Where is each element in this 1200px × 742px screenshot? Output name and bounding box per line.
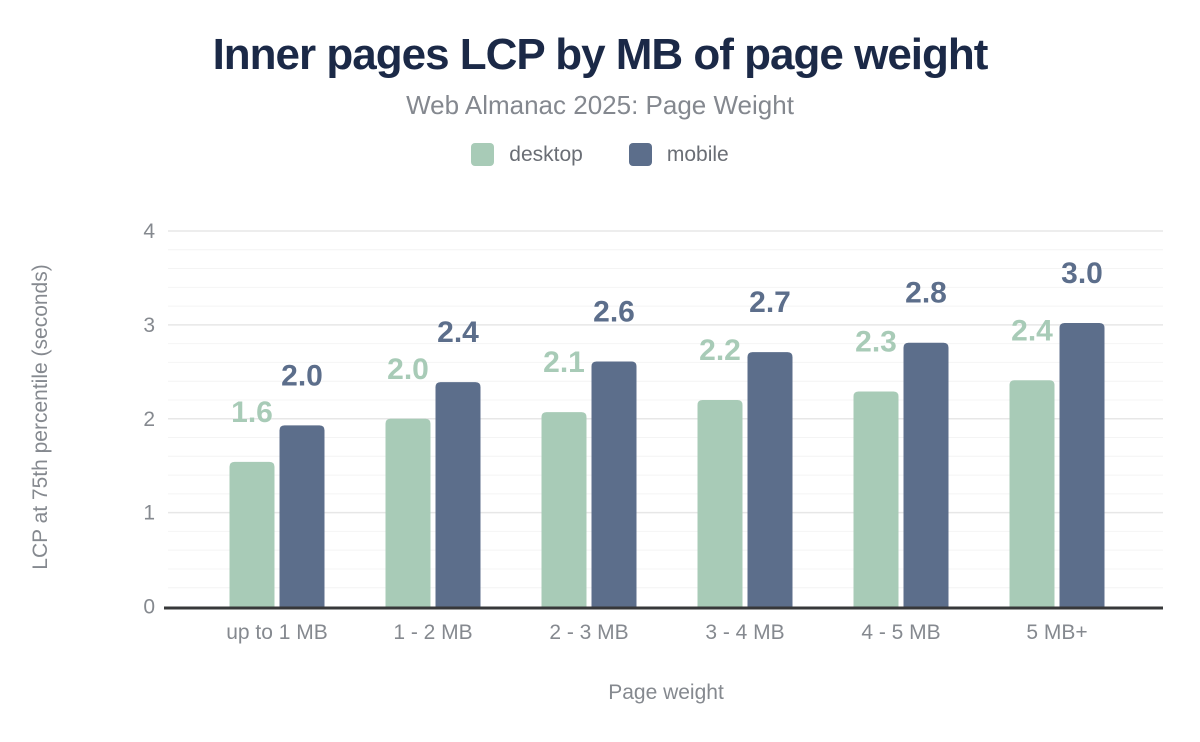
- data-label-desktop-3: 2.2: [699, 334, 741, 367]
- x-tick-label: 2 - 3 MB: [549, 621, 628, 644]
- bar-mobile-0[interactable]: [279, 425, 325, 607]
- data-label-mobile-5: 3.0: [1061, 257, 1103, 290]
- data-label-desktop-2: 2.1: [543, 346, 585, 379]
- data-label-mobile-2: 2.6: [593, 295, 635, 328]
- bar-series: [229, 322, 1105, 607]
- x-tick-label: 3 - 4 MB: [705, 621, 784, 644]
- data-label-desktop-1: 2.0: [387, 353, 429, 386]
- data-label-mobile-0: 2.0: [281, 359, 323, 392]
- bar-mobile-5[interactable]: [1059, 322, 1105, 607]
- bar-mobile-4[interactable]: [903, 342, 949, 607]
- x-tick-label: 1 - 2 MB: [393, 621, 472, 644]
- bar-desktop-5[interactable]: [1009, 380, 1055, 607]
- data-label-desktop-0: 1.6: [231, 396, 273, 429]
- y-axis-title: LCP at 75th percentile (seconds): [29, 264, 52, 569]
- y-tick-label: 4: [143, 220, 155, 243]
- bar-desktop-0[interactable]: [229, 461, 275, 607]
- bar-desktop-4[interactable]: [853, 391, 899, 607]
- legend: desktop mobile: [0, 143, 1200, 166]
- x-axis-title: Page weight: [608, 681, 724, 704]
- desktop-series-swatch: [471, 143, 495, 166]
- mobile-series-swatch: [628, 143, 652, 166]
- bar-desktop-2[interactable]: [541, 412, 587, 607]
- legend-item-mobile[interactable]: mobile: [628, 143, 729, 166]
- bar-mobile-3[interactable]: [747, 352, 793, 607]
- legend-item-desktop[interactable]: desktop: [471, 143, 583, 166]
- legend-label-mobile: mobile: [666, 143, 729, 166]
- x-tick-label: 4 - 5 MB: [861, 621, 940, 644]
- bar-mobile-1[interactable]: [435, 382, 481, 607]
- data-label-mobile-4: 2.8: [905, 277, 947, 310]
- x-tick-label: up to 1 MB: [226, 621, 328, 644]
- bar-mobile-2[interactable]: [591, 361, 637, 607]
- gridlines: [168, 230, 1163, 589]
- data-label-desktop-5: 2.4: [1011, 314, 1053, 347]
- chart-title: Inner pages LCP by MB of page weight: [212, 30, 989, 79]
- legend-label-desktop: desktop: [509, 143, 583, 166]
- x-tick-label: 5 MB+: [1026, 621, 1087, 644]
- y-tick-label: 1: [143, 502, 155, 525]
- y-tick-label: 3: [143, 314, 155, 337]
- data-label-mobile-1: 2.4: [437, 316, 479, 349]
- bar-desktop-1[interactable]: [385, 418, 431, 607]
- data-labels: 1.62.0 2.1 2.2 2.3 2.42.02.42.6 2.7 2.83.0: [231, 257, 1103, 429]
- bar-desktop-3[interactable]: [697, 399, 743, 607]
- chart-subtitle: Web Almanac 2025: Page Weight: [406, 90, 794, 120]
- axes: 0 1 2 3 4 up to 1 MB 1 - 2 MB 2 - 3 MB 3 - 4 MB 4…: [143, 220, 1163, 644]
- data-label-mobile-3: 2.7: [749, 286, 791, 319]
- data-label-desktop-4: 2.3: [855, 326, 897, 359]
- y-tick-label: 2: [143, 408, 155, 431]
- y-tick-label: 0: [143, 596, 155, 619]
